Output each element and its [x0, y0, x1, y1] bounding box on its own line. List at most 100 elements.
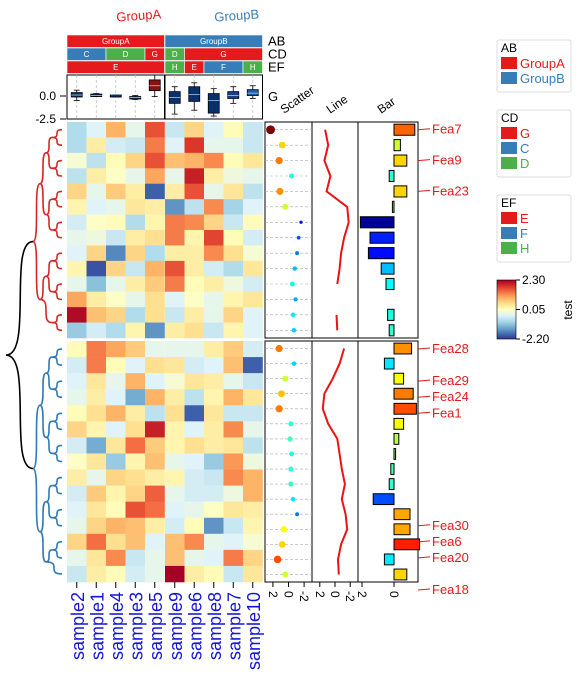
heatmap-cell — [223, 322, 244, 339]
heatmap-cell — [86, 322, 107, 339]
heatmap-cell — [106, 421, 126, 438]
scatter-point — [266, 125, 275, 135]
dendrogram-branch — [51, 380, 63, 399]
heatmap-cell — [243, 122, 263, 138]
scatter-point — [273, 555, 282, 564]
heatmap-cell — [125, 214, 146, 231]
bar-mark — [372, 493, 395, 506]
annotation-cell-label: F — [221, 63, 226, 72]
legend-swatch — [501, 157, 517, 169]
heatmap-cell — [243, 168, 263, 185]
heatmap-cell — [204, 453, 224, 470]
scatter-point — [291, 328, 297, 333]
heatmap-cell — [184, 469, 205, 486]
heatmap-cell — [184, 322, 205, 339]
heatmap-cell — [165, 501, 185, 519]
dendrogram-branch — [51, 412, 63, 431]
heatmap-cell — [125, 260, 146, 277]
heatmap-cell — [86, 485, 107, 502]
heatmap-cell — [125, 389, 146, 406]
heatmap-cell — [145, 245, 165, 262]
heatmap-cell — [204, 357, 224, 374]
legend-item-label: H — [520, 241, 529, 256]
bar-mark — [393, 402, 417, 415]
heatmap-cell — [106, 341, 126, 358]
heatmap-cell — [243, 214, 263, 231]
heatmap-cell — [243, 260, 263, 277]
heatmap-cell — [125, 183, 146, 200]
feature-label-connector — [417, 379, 431, 382]
scatter-point — [288, 466, 294, 472]
feature-label-connector — [417, 588, 431, 591]
heatmap-cell — [243, 549, 263, 567]
dendrogram-branch — [51, 221, 63, 239]
heatmap-cell — [243, 373, 263, 390]
legend-item-label: F — [520, 226, 528, 241]
bar-mark — [393, 448, 397, 460]
heatmap-cell — [204, 549, 224, 567]
heatmap-cell — [223, 214, 244, 231]
heatmap-cell — [67, 245, 87, 262]
heatmap-cell — [145, 357, 165, 374]
heatmap-cell — [165, 307, 185, 323]
heatmap-cell — [204, 260, 224, 277]
heatmap-cell — [106, 469, 126, 486]
feature-label: Fea28 — [432, 341, 469, 356]
heatmap-cell — [145, 501, 165, 519]
dendrogram-branch — [32, 182, 41, 301]
scatter-point — [296, 235, 301, 240]
heatmap-cell — [106, 291, 126, 308]
annotation-row-name-cd: CD — [268, 47, 287, 62]
heatmap-cell — [165, 137, 185, 154]
heatmap-cell — [67, 230, 87, 246]
heatmap-cell — [67, 260, 87, 277]
heatmap-cell — [145, 453, 165, 470]
legend-item-label: C — [520, 141, 529, 156]
heatmap-cell — [204, 533, 224, 551]
heatmap-cell — [223, 245, 244, 262]
heatmap-cell — [184, 389, 205, 406]
heatmap-cell — [223, 183, 244, 200]
heatmap-cell — [184, 421, 205, 438]
heatmap-cell — [145, 307, 165, 323]
dendrogram-branch — [51, 159, 63, 177]
legend-swatch — [501, 72, 517, 84]
heatmap-cell — [184, 260, 205, 277]
group-title-b: GroupB — [214, 6, 260, 24]
heatmap-cell — [86, 137, 107, 154]
boxplot-panel: 0.0 -2.5 G — [35, 74, 278, 126]
annotation-cell-cd — [184, 47, 263, 61]
heatmap-cell — [243, 389, 263, 406]
line-xtick: 2 — [313, 591, 327, 598]
heatmap-cell — [106, 230, 126, 246]
feature-label: Fea23 — [432, 183, 469, 198]
bar-mark — [393, 139, 401, 152]
dendrogram-branch — [51, 283, 63, 301]
heatmap-cell — [106, 122, 126, 138]
heatmap-cell — [67, 549, 87, 567]
heatmap-cell — [86, 183, 107, 200]
heatmap-cell — [67, 322, 87, 339]
heatmap-cell — [86, 341, 107, 358]
bar-mark — [393, 154, 408, 167]
feature-labels: Fea7Fea9Fea23Fea28Fea29Fea24Fea1Fea30Fea… — [417, 122, 469, 597]
feature-label-connector — [417, 189, 431, 192]
annotation-cell-label: E — [192, 63, 197, 72]
feature-label-connector — [417, 347, 431, 350]
heatmap-cell — [204, 421, 224, 438]
bar-mark — [393, 568, 408, 581]
heatmap-cell — [106, 437, 126, 454]
feature-label: Fea24 — [432, 389, 469, 404]
heatmap-cell — [165, 421, 185, 438]
heatmap-cell — [86, 291, 107, 308]
group-title-a: GroupA — [116, 6, 162, 24]
heatmap-cell — [125, 276, 146, 293]
heatmap-cell — [165, 565, 185, 583]
heatmap-cell — [86, 389, 107, 406]
bar-mark — [393, 185, 408, 198]
heatmap-cell — [106, 533, 126, 551]
heatmap-cell — [184, 533, 205, 551]
scatter-point — [293, 297, 298, 302]
feature-label: Fea9 — [432, 153, 462, 168]
